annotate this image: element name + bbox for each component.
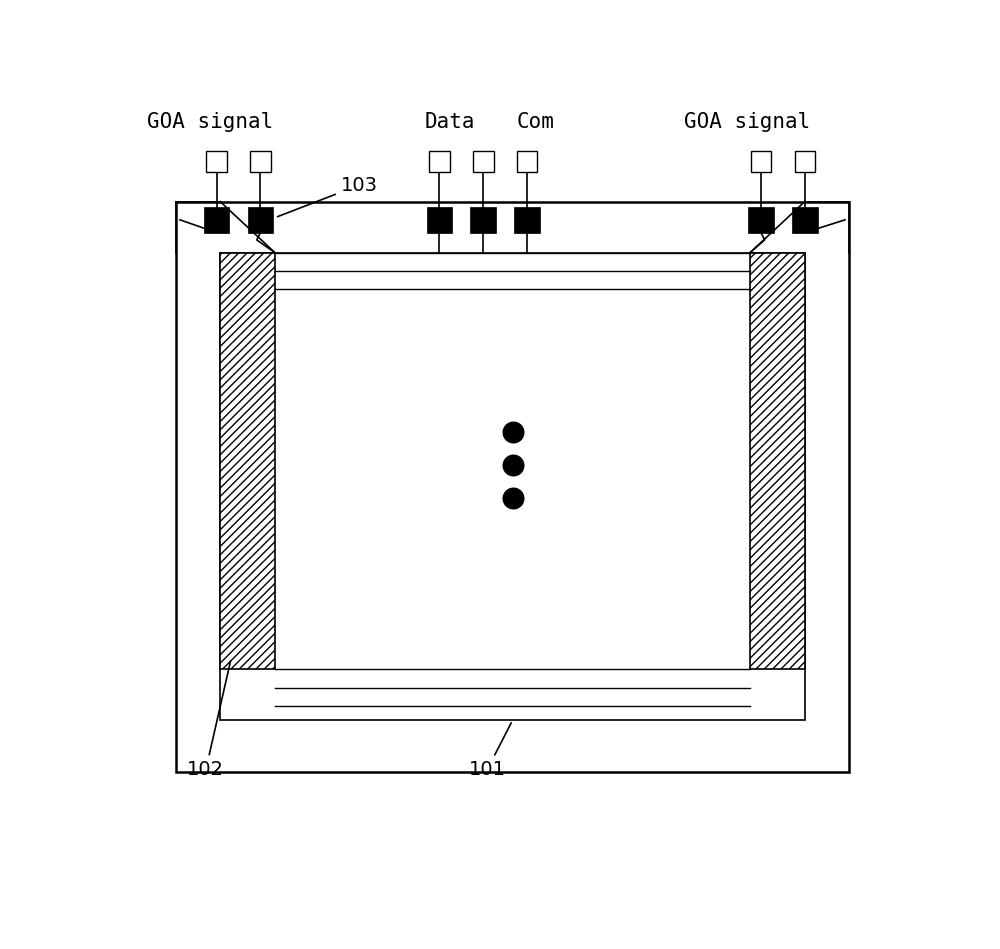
Bar (220, 252, 275, 669)
Bar (517, 151, 537, 172)
Text: GOA signal: GOA signal (147, 112, 273, 132)
Text: 103: 103 (278, 176, 378, 216)
Bar (204, 207, 229, 233)
Bar (176, 201, 849, 772)
Bar (473, 151, 494, 172)
Bar (250, 151, 271, 172)
Bar (427, 207, 452, 233)
Text: Com: Com (516, 112, 554, 132)
Bar (248, 207, 273, 233)
Bar (429, 151, 450, 172)
Bar (470, 207, 496, 233)
Bar (795, 151, 815, 172)
Text: GOA signal: GOA signal (684, 112, 810, 132)
Bar (750, 252, 805, 669)
Bar (206, 151, 227, 172)
Text: Data: Data (425, 112, 475, 132)
Bar (792, 207, 818, 233)
Text: 101: 101 (469, 723, 511, 779)
Text: 102: 102 (187, 661, 231, 779)
Bar (751, 151, 771, 172)
Point (504, 457, 520, 473)
Point (504, 490, 520, 505)
Bar (748, 207, 774, 233)
Bar (220, 252, 805, 720)
Point (504, 424, 520, 439)
Bar (514, 207, 540, 233)
